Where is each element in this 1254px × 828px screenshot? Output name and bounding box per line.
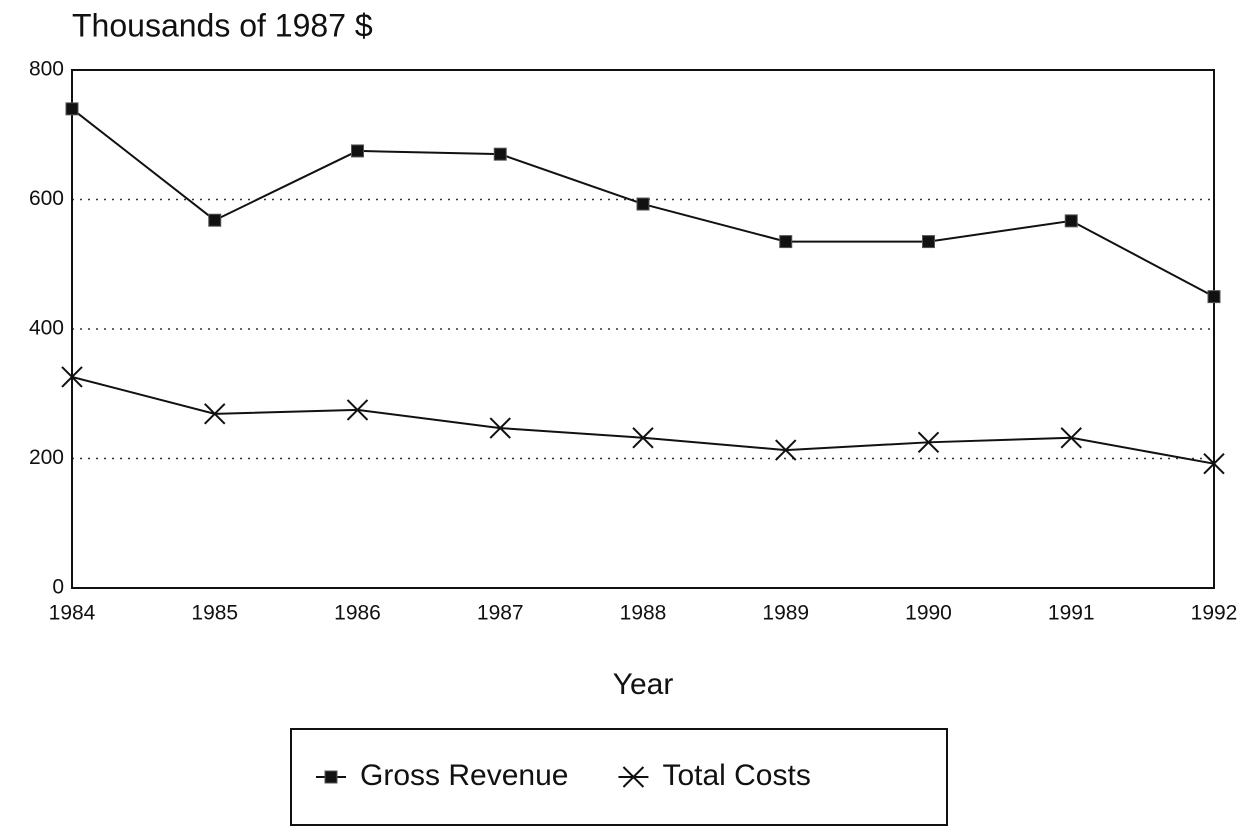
point [65,102,79,116]
legend-marker [324,770,338,784]
y-tick-label: 600 [29,187,64,210]
y-tick-label: 200 [29,446,64,469]
y-tick-label: 400 [29,317,64,340]
legend-label: Total Costs [662,759,810,792]
x-axis-label: Year [613,668,674,701]
y-tick-label: 0 [52,576,64,599]
point [775,439,797,461]
point [1064,214,1078,228]
point [493,147,507,161]
point [204,403,226,425]
series-line [71,375,1215,465]
legend-box [290,728,948,826]
point [1207,290,1221,304]
x-tick-label: 1989 [762,602,809,625]
chart-title: Thousands of 1987 $ [72,7,373,43]
point [351,144,364,158]
point [61,366,83,388]
point [632,427,654,449]
point [346,399,369,421]
x-tick-label: 1985 [191,602,238,625]
point [636,197,650,211]
point [1203,452,1225,475]
x-tick-label: 1987 [477,602,524,625]
x-tick-label: 1992 [1191,602,1238,625]
point [922,235,935,249]
point [917,431,940,454]
x-tick-label: 1991 [1048,602,1095,625]
point [489,417,511,439]
x-tick-label: 1986 [334,602,381,625]
y-tick-label: 800 [29,58,64,81]
legend-label: Gross Revenue [360,759,568,792]
x-tick-label: 1990 [905,602,952,625]
x-tick-label: 1988 [620,602,667,625]
point [1060,427,1082,449]
legend-marker [622,766,645,788]
point [208,213,222,227]
plot-frame [71,69,1215,589]
point [779,235,793,249]
x-tick-label: 1984 [49,602,96,625]
